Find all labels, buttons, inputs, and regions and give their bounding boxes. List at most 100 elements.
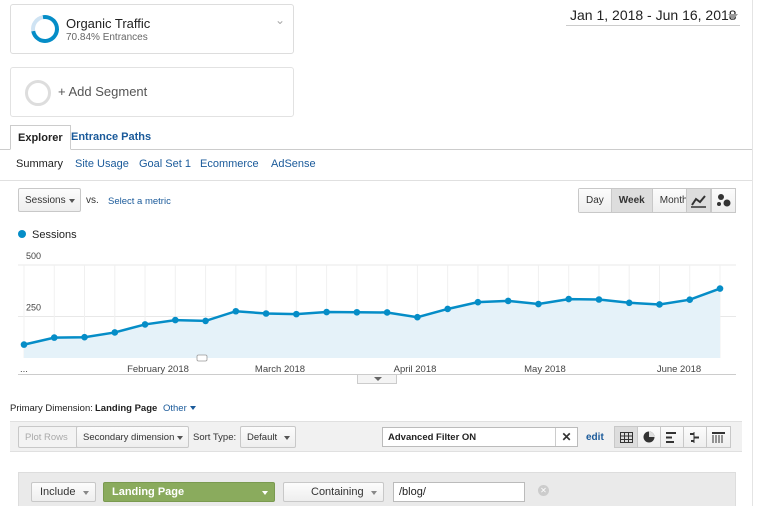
data-point xyxy=(686,296,694,304)
tab-explorer[interactable]: Explorer xyxy=(10,125,71,150)
segment-ring-icon xyxy=(25,9,65,49)
legend-label: Sessions xyxy=(32,229,77,241)
table-view-button[interactable] xyxy=(615,427,638,447)
remove-condition-icon[interactable]: ✕ xyxy=(538,485,549,496)
add-segment-button[interactable]: + Add Segment xyxy=(10,67,294,117)
performance-view-button[interactable] xyxy=(661,427,684,447)
primary-dimension-value[interactable]: Landing Page xyxy=(95,403,158,414)
data-point xyxy=(535,300,542,308)
include-select[interactable]: Include xyxy=(31,482,96,502)
segment-subtitle: 70.84% Entrances xyxy=(66,32,148,43)
data-point xyxy=(595,296,603,303)
select-metric-link[interactable]: Select a metric xyxy=(108,196,171,207)
subtab-ecommerce[interactable]: Ecommerce xyxy=(200,158,259,170)
close-icon[interactable]: ✕ xyxy=(555,428,577,446)
data-point xyxy=(172,316,179,324)
x-tick-label: May 2018 xyxy=(524,364,566,375)
data-point xyxy=(111,329,119,336)
line-chart-button[interactable] xyxy=(686,188,711,213)
motion-chart-button[interactable] xyxy=(711,188,736,213)
x-tick-label: February 2018 xyxy=(127,364,189,375)
y-tick-label: 250 xyxy=(26,303,41,313)
x-tick-label: April 2018 xyxy=(394,364,437,375)
include-label: Include xyxy=(40,486,76,498)
caret-down-icon xyxy=(83,491,89,495)
chart-collapse-handle[interactable] xyxy=(357,375,397,384)
caret-down-icon xyxy=(69,199,75,203)
data-point xyxy=(202,317,209,325)
report-tabs: Explorer Entrance Paths xyxy=(0,125,752,150)
caret-down-icon xyxy=(728,14,738,20)
data-point xyxy=(565,295,572,303)
advanced-filter-panel: Include Landing Page Containing /blog/ ✕ xyxy=(18,472,736,506)
add-segment-label: + Add Segment xyxy=(58,84,148,99)
edit-filter-link[interactable]: edit xyxy=(586,432,604,443)
performance-view-icon xyxy=(666,431,676,443)
secondary-dimension-label: Secondary dimension xyxy=(83,432,175,443)
day-button[interactable]: Day xyxy=(579,189,612,212)
pivot-view-button[interactable] xyxy=(707,427,730,447)
series-area xyxy=(24,288,720,358)
table-toolbar: Plot Rows Secondary dimension Sort Type:… xyxy=(10,421,742,452)
segment-organic-traffic[interactable]: Organic Traffic 70.84% Entrances ⌄ xyxy=(10,4,294,54)
match-type-select[interactable]: Containing xyxy=(283,482,384,502)
subtab-adsense[interactable]: AdSense xyxy=(271,158,316,170)
caret-down-icon xyxy=(189,406,196,410)
table-view-icon xyxy=(619,431,633,443)
y-tick-label: 500 xyxy=(26,251,41,261)
secondary-dimension-select[interactable]: Secondary dimension xyxy=(76,426,189,448)
match-type-label: Containing xyxy=(311,486,364,498)
caret-down-icon xyxy=(284,436,290,440)
metric-select[interactable]: Sessions xyxy=(18,188,81,212)
pie-view-button[interactable] xyxy=(638,427,661,447)
x-tick-label: June 2018 xyxy=(657,364,701,375)
primary-dimension-label: Primary Dimension: xyxy=(10,403,93,414)
sort-type-select[interactable]: Default xyxy=(240,426,296,448)
chart-frame xyxy=(18,245,736,375)
subtab-site-usage[interactable]: Site Usage xyxy=(75,158,129,170)
segment-empty-ring-icon xyxy=(25,80,51,106)
data-point xyxy=(50,334,58,341)
chart-legend: Sessions xyxy=(18,229,77,241)
metric-select-value: Sessions xyxy=(25,195,66,206)
data-point xyxy=(504,297,512,305)
date-range-picker[interactable]: Jan 1, 2018 - Jun 16, 2018 xyxy=(566,6,740,26)
other-dimension-link[interactable]: Other xyxy=(163,403,196,414)
x-tick-label: March 2018 xyxy=(255,364,305,375)
other-dimension-label: Other xyxy=(163,403,187,414)
data-point xyxy=(353,308,361,316)
filter-dimension-select[interactable]: Landing Page xyxy=(103,482,275,502)
divider xyxy=(0,180,752,181)
comparison-view-icon xyxy=(690,431,699,443)
subtab-summary[interactable]: Summary xyxy=(16,158,64,170)
data-point xyxy=(444,305,451,313)
data-point xyxy=(20,341,28,348)
tab-entrance-paths[interactable]: Entrance Paths xyxy=(71,131,152,143)
advanced-filter-input[interactable]: Advanced Filter ON ✕ xyxy=(382,427,578,447)
comparison-view-button[interactable] xyxy=(684,427,707,447)
filter-dimension-label: Landing Page xyxy=(112,486,185,498)
data-point xyxy=(81,333,88,341)
pie-view-icon xyxy=(643,431,655,443)
sort-type-label: Sort Type: xyxy=(193,432,237,443)
data-point xyxy=(716,285,724,292)
subtab-goal-set-1[interactable]: Goal Set 1 xyxy=(139,158,191,170)
sort-type-value: Default xyxy=(247,432,278,443)
date-range-text: Jan 1, 2018 - Jun 16, 2018 xyxy=(570,7,737,23)
data-point xyxy=(141,321,149,328)
data-point xyxy=(625,299,633,307)
plot-rows-button[interactable]: Plot Rows xyxy=(18,426,82,448)
filter-value-input[interactable]: /blog/ xyxy=(393,482,525,502)
motion-chart-icon xyxy=(717,194,731,207)
advanced-filter-text: Advanced Filter ON xyxy=(388,432,477,443)
data-point xyxy=(414,313,421,321)
legend-swatch xyxy=(18,230,26,238)
data-point xyxy=(474,298,482,306)
chevron-down-icon[interactable]: ⌄ xyxy=(274,13,285,27)
line-chart-icon xyxy=(691,195,706,208)
segment-title: Organic Traffic xyxy=(66,16,151,31)
page-right-border xyxy=(752,0,753,506)
week-button[interactable]: Week xyxy=(611,189,653,212)
data-point xyxy=(262,310,270,317)
month-button[interactable]: Month xyxy=(652,189,695,212)
